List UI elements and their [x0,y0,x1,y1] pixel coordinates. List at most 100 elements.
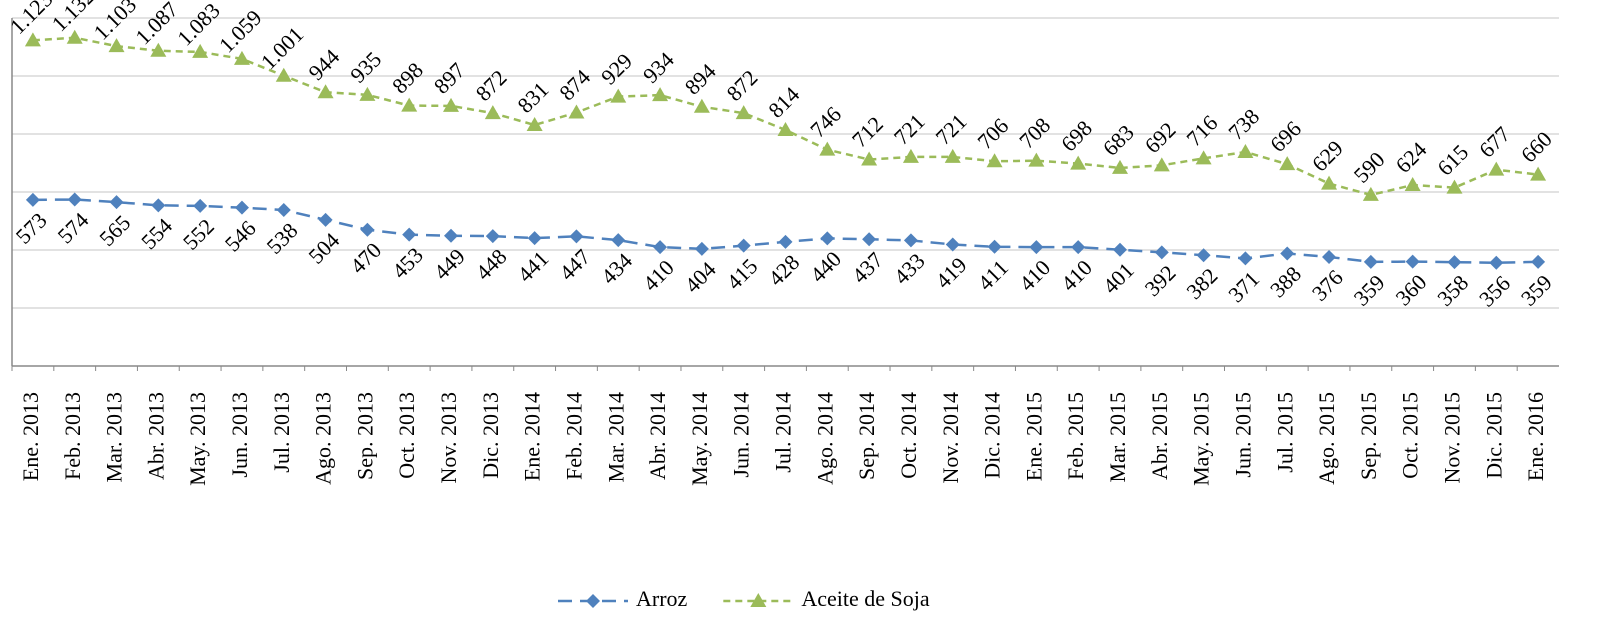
marker [66,29,83,44]
marker [317,84,334,99]
data-label: 872 [471,65,512,106]
data-label: 898 [387,57,428,98]
marker [1237,143,1254,158]
marker [652,87,669,102]
marker [1322,249,1337,264]
data-label: 935 [345,47,386,88]
marker [401,97,418,112]
marker [276,202,291,217]
marker [862,232,877,247]
x-tick-label: Ago. 2015 [1314,392,1339,485]
marker [193,198,208,213]
marker [360,222,375,237]
data-label: 573 [11,208,52,249]
marker [1028,152,1045,167]
marker [750,593,767,607]
data-label: 660 [1516,126,1557,167]
marker [987,239,1002,254]
marker [1071,240,1086,255]
data-label: 404 [680,257,721,298]
marker [67,192,82,207]
data-label: 360 [1390,269,1431,310]
x-tick-label: Ago. 2013 [311,392,336,485]
data-label: 712 [847,111,888,152]
data-label: 470 [345,237,386,278]
marker [1446,179,1463,194]
data-label: 721 [889,109,930,150]
data-label: 574 [52,207,93,248]
data-label: 419 [931,252,972,293]
x-tick-label: Abr. 2015 [1147,392,1172,480]
data-label: 504 [303,228,344,269]
data-label: 359 [1349,270,1390,311]
x-tick-label: May. 2013 [185,392,210,486]
x-tick-label: Jul. 2013 [269,392,294,473]
marker [108,38,125,53]
marker [318,212,333,227]
data-label: 590 [1349,147,1390,188]
data-label: 392 [1140,260,1181,301]
data-label: 538 [262,218,303,259]
marker [1111,159,1128,174]
marker [1280,246,1295,261]
data-label: 716 [1181,110,1222,151]
x-tick-label: Ene. 2015 [1021,392,1046,481]
marker [1029,240,1044,255]
marker [1279,156,1296,171]
marker [819,141,836,156]
legend-label: Aceite de Soja [801,586,930,611]
marker [1489,255,1504,270]
marker [1530,166,1547,181]
x-tick-label: Dic. 2013 [478,392,503,479]
marker [693,98,710,113]
data-label: 874 [554,64,595,105]
marker [109,195,124,210]
marker [150,42,167,57]
marker [653,240,668,255]
marker [1154,245,1169,260]
data-label: 934 [638,47,679,88]
x-tick-label: Ago. 2014 [812,392,837,485]
x-tick-label: Nov. 2013 [436,392,461,483]
data-label: 433 [889,248,930,289]
data-label: 440 [805,246,846,287]
data-label: 359 [1516,270,1557,311]
x-tick-label: Ene. 2014 [520,392,545,481]
marker [24,32,41,47]
marker [610,88,627,103]
marker [1238,251,1253,266]
marker [25,192,40,207]
x-tick-label: Oct. 2014 [896,392,921,479]
data-label: 677 [1474,121,1515,162]
data-label: 624 [1390,137,1431,178]
data-label: 615 [1432,139,1473,180]
marker [777,121,794,136]
marker [903,233,918,248]
data-label: 708 [1014,112,1055,153]
marker [569,229,584,244]
marker [694,241,709,256]
marker [1362,186,1379,201]
marker [233,50,250,65]
data-label: 721 [931,109,972,150]
marker [1404,177,1421,192]
data-label: 552 [178,214,219,255]
data-label: 696 [1265,116,1306,157]
data-label: 453 [387,242,428,283]
x-tick-label: Feb. 2014 [561,392,586,480]
data-label: 428 [763,250,804,291]
data-label: 410 [638,255,679,296]
marker [192,43,209,58]
marker [275,67,292,82]
x-tick-label: Mar. 2015 [1105,392,1130,482]
marker [402,227,417,242]
data-label: 698 [1056,115,1097,156]
data-label: 683 [1098,120,1139,161]
data-label: 629 [1307,135,1348,176]
x-tick-label: Sep. 2015 [1356,392,1381,480]
x-tick-label: Ene. 2013 [18,392,43,481]
data-label: 738 [1223,104,1264,145]
marker [444,228,459,243]
marker [1070,155,1087,170]
x-tick-label: Dic. 2014 [980,392,1005,479]
